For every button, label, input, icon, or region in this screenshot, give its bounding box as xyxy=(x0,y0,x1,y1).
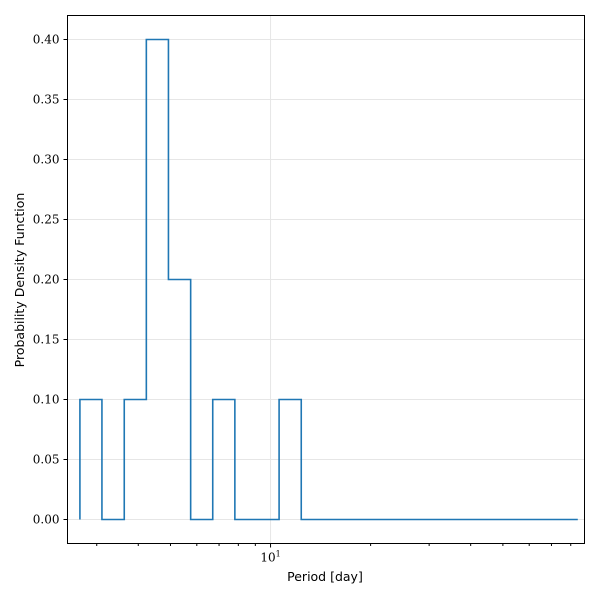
y-axis-label: Probability Density Function xyxy=(12,193,27,368)
y-tick-label: 0.35 xyxy=(33,93,60,107)
x-axis: 101 xyxy=(96,543,572,565)
pdf-step-line xyxy=(79,38,578,521)
y-tick-label: 0.05 xyxy=(33,453,60,467)
x-tick-label: 101 xyxy=(260,550,280,565)
series-layer xyxy=(79,38,578,521)
x-axis-label: Period [day] xyxy=(287,569,363,584)
y-tick-label: 0.15 xyxy=(33,333,60,347)
gridlines xyxy=(67,15,585,544)
y-tick-label: 0.10 xyxy=(33,393,60,407)
y-tick-label: 0.40 xyxy=(33,33,60,47)
y-tick-label: 0.20 xyxy=(33,273,60,287)
y-tick-label: 0.30 xyxy=(33,153,60,167)
y-tick-label: 0.25 xyxy=(33,213,60,227)
y-tick-label: 0.00 xyxy=(33,513,60,527)
y-axis: 0.00 0.05 0.10 0.15 0.20 0.25 0.30 0.35 0.40 xyxy=(33,33,68,527)
